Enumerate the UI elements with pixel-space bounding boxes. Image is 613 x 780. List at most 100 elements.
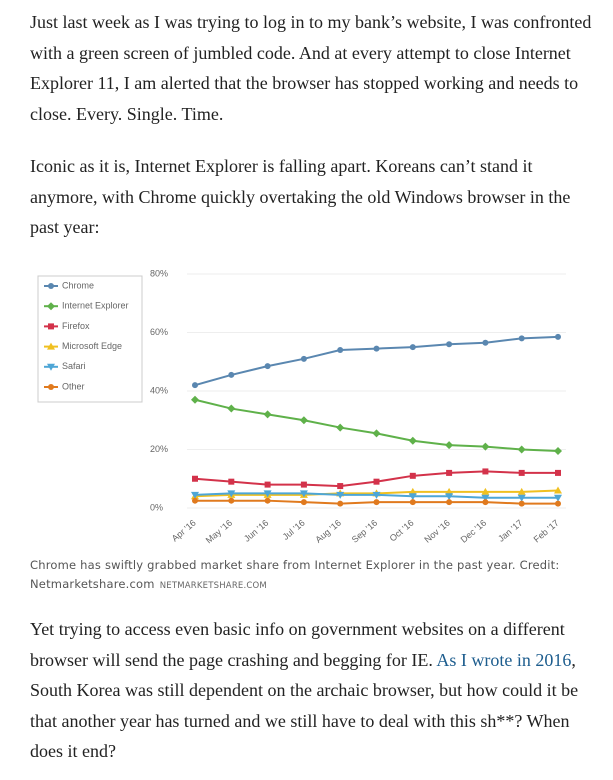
marker: [517, 445, 526, 454]
legend-label: Microsoft Edge: [62, 341, 122, 351]
series-line: [194, 398, 559, 452]
marker: [373, 499, 380, 506]
series-line: [194, 335, 559, 387]
marker: [518, 469, 525, 476]
marker: [337, 483, 344, 490]
legend-label: Safari: [62, 361, 86, 371]
marker: [481, 442, 490, 451]
marker: [446, 341, 453, 348]
marker: [446, 499, 453, 506]
marker: [336, 423, 345, 432]
marker: [518, 500, 525, 507]
marker: [517, 487, 526, 495]
marker: [555, 469, 561, 476]
marker: [482, 499, 489, 506]
legend-label: Chrome: [62, 280, 94, 290]
marker: [481, 494, 490, 502]
marker: [299, 490, 308, 498]
marker: [373, 345, 380, 352]
legend: Chrome Internet Explorer Firefox Microsoft …: [37, 275, 143, 403]
y-tick-label: 80%: [150, 268, 168, 278]
legend-marker: [48, 384, 54, 390]
marker: [227, 404, 236, 413]
text: , South Korea was still dependent on the…: [30, 649, 579, 762]
marker: [481, 487, 490, 495]
x-tick-label: Oct '16: [388, 518, 416, 544]
x-tick-label: Sep '16: [350, 518, 380, 545]
paragraph: Iconic as it is, Internet Explorer is fa…: [30, 156, 571, 237]
y-tick-label: 20%: [150, 444, 168, 454]
marker: [373, 478, 380, 485]
marker: [445, 487, 454, 495]
marker: [555, 500, 561, 507]
link[interactable]: As I wrote in 2016: [436, 649, 572, 670]
x-tick-label: Jun '16: [242, 518, 270, 544]
caption: Chrome has swiftly grabbed market share …: [30, 556, 590, 596]
paragraph: Just last week as I was trying to log in…: [30, 12, 592, 124]
caption-text: Chrome has swiftly grabbed market share …: [30, 558, 560, 591]
marker: [408, 487, 417, 495]
x-tick-label: Apr '16: [170, 518, 198, 544]
marker: [372, 429, 381, 438]
marker: [372, 491, 381, 499]
marker: [263, 410, 272, 419]
legend-marker: [47, 302, 55, 311]
chart: 0% 20% 40% 60% 80% Apr '16 May '16 Jun '16 Jul '…: [37, 268, 566, 546]
marker: [408, 493, 417, 501]
x-tick-label: Jan '17: [496, 518, 524, 544]
marker: [192, 497, 198, 504]
marker: [445, 493, 454, 501]
marker: [554, 494, 562, 502]
legend-marker: [48, 283, 54, 289]
y-tick-label: 0%: [150, 502, 163, 512]
marker: [263, 490, 272, 498]
x-tick-label: Jul '16: [281, 518, 307, 542]
marker: [408, 436, 417, 445]
legend-marker: [47, 363, 55, 371]
marker: [482, 339, 489, 346]
legend-label: Other: [62, 381, 85, 391]
marker: [228, 497, 235, 504]
marker: [554, 486, 562, 494]
marker: [300, 481, 307, 488]
legend-box: [37, 275, 143, 403]
legend-label: Internet Explorer: [62, 301, 129, 311]
paragraph: Yet trying to access even basic info on …: [30, 614, 595, 767]
marker: [517, 494, 526, 502]
marker: [228, 478, 235, 485]
marker: [409, 472, 416, 479]
legend-label: Firefox: [62, 321, 90, 331]
legend-marker: [47, 342, 55, 350]
marker: [446, 469, 453, 476]
x-tick-label: Aug '16: [313, 518, 343, 545]
marker: [409, 344, 416, 351]
marker: [482, 468, 489, 475]
marker: [264, 363, 271, 370]
marker: [337, 347, 344, 354]
x-tick-label: Dec '16: [459, 518, 489, 545]
marker: [300, 499, 307, 506]
legend-marker: [48, 323, 54, 330]
marker: [264, 497, 271, 504]
marker: [336, 491, 345, 499]
text: Yet trying to access even basic info on …: [30, 619, 565, 670]
marker: [409, 499, 416, 506]
marker: [192, 475, 198, 482]
marker: [228, 371, 235, 378]
y-tick-label: 40%: [150, 385, 168, 395]
marker: [191, 491, 199, 499]
marker: [555, 333, 561, 340]
marker: [445, 441, 454, 450]
x-tick-label: Feb '17: [532, 518, 561, 545]
marker: [192, 382, 198, 389]
marker: [518, 335, 525, 342]
marker: [337, 500, 344, 507]
x-tick-label: May '16: [204, 518, 234, 546]
marker: [300, 355, 307, 362]
marker: [227, 490, 236, 498]
marker: [554, 446, 562, 455]
marker: [191, 395, 199, 404]
x-tick-label: Nov '16: [422, 518, 452, 545]
y-tick-label: 60%: [150, 327, 168, 337]
